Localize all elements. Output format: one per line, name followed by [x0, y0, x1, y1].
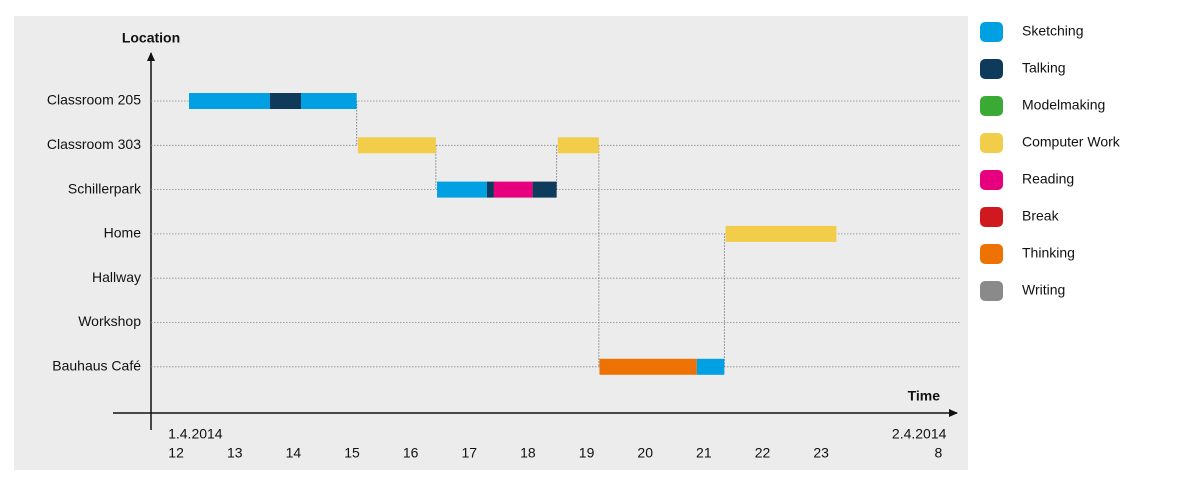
activity-bar: [493, 181, 533, 198]
activity-bar: [532, 181, 557, 198]
legend-swatch: [980, 59, 1003, 79]
legend-label: Writing: [1022, 282, 1065, 298]
y-tick-label: Home: [104, 225, 142, 241]
x-tick-label: 21: [696, 445, 712, 461]
activity-bar: [557, 137, 599, 154]
legend-label: Sketching: [1022, 23, 1083, 39]
legend-label: Modelmaking: [1022, 97, 1105, 113]
legend-swatch: [980, 244, 1003, 264]
plot-background: [14, 16, 968, 470]
x-tick-label: 12: [168, 445, 184, 461]
legend-label: Computer Work: [1022, 134, 1121, 150]
activity-bar: [357, 137, 436, 154]
x-tick-label: 22: [755, 445, 771, 461]
x-tick-label: 17: [462, 445, 478, 461]
date-label: 2.4.2014: [892, 426, 947, 442]
y-tick-label: Classroom 303: [47, 136, 141, 152]
activity-bar: [599, 358, 697, 375]
x-axis-label: Time: [908, 388, 941, 404]
legend-swatch: [980, 207, 1003, 227]
activity-bar: [300, 93, 357, 109]
legend-label: Break: [1022, 208, 1060, 224]
legend-swatch: [980, 22, 1003, 42]
x-tick-label: 15: [344, 445, 360, 461]
legend-swatch: [980, 281, 1003, 301]
y-tick-label: Hallway: [92, 269, 141, 285]
legend-label: Reading: [1022, 171, 1074, 187]
y-tick-label: Schillerpark: [68, 180, 142, 196]
y-tick-label: Classroom 205: [47, 92, 141, 108]
y-tick-label: Bauhaus Café: [52, 358, 141, 374]
legend-label: Talking: [1022, 60, 1066, 76]
x-tick-label: 20: [637, 445, 653, 461]
x-tick-label: 19: [579, 445, 595, 461]
activity-bar: [437, 181, 487, 198]
legend-swatch: [980, 170, 1003, 190]
x-tick-label: 18: [520, 445, 536, 461]
legend-swatch: [980, 133, 1003, 153]
x-tick-label: 16: [403, 445, 419, 461]
legend-swatch: [980, 96, 1003, 116]
x-tick-label: 8: [935, 445, 943, 461]
date-label: 1.4.2014: [168, 426, 223, 442]
y-tick-label: Workshop: [78, 313, 141, 329]
legend-label: Thinking: [1022, 245, 1075, 261]
activity-bar: [696, 358, 725, 375]
activity-bar: [188, 93, 270, 109]
activity-bar: [725, 225, 837, 242]
x-tick-label: 13: [227, 445, 243, 461]
y-axis-label: Location: [122, 30, 180, 46]
activity-bar: [486, 181, 494, 198]
x-tick-label: 14: [286, 445, 302, 461]
x-tick-label: 23: [813, 445, 829, 461]
activity-bar: [269, 93, 301, 109]
